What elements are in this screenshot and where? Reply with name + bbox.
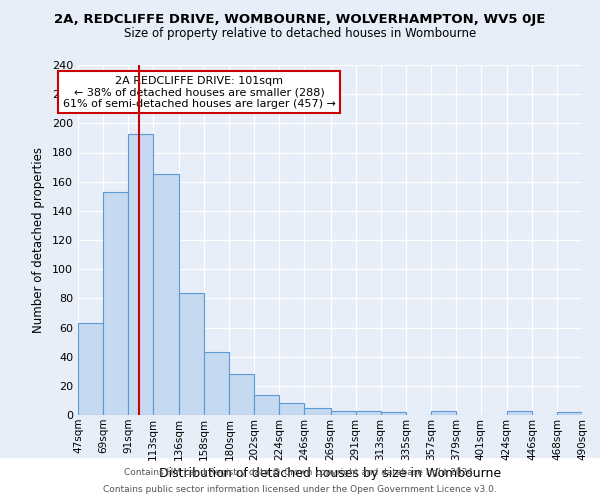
Bar [204,352,229,415]
Bar [78,323,103,415]
Bar [254,394,280,415]
Text: 2A REDCLIFFE DRIVE: 101sqm
← 38% of detached houses are smaller (288)
61% of sem: 2A REDCLIFFE DRIVE: 101sqm ← 38% of deta… [62,76,335,108]
Text: 2A, REDCLIFFE DRIVE, WOMBOURNE, WOLVERHAMPTON, WV5 0JE: 2A, REDCLIFFE DRIVE, WOMBOURNE, WOLVERHA… [55,12,545,26]
Bar [280,404,304,415]
Bar [153,174,179,415]
Bar [103,192,128,415]
Bar [229,374,254,415]
Bar [331,410,356,415]
Bar [380,412,406,415]
Bar [179,292,204,415]
Bar [507,410,532,415]
Text: Contains public sector information licensed under the Open Government Licence v3: Contains public sector information licen… [103,484,497,494]
Bar [128,134,153,415]
Text: Contains HM Land Registry data © Crown copyright and database right 2024.: Contains HM Land Registry data © Crown c… [124,468,476,477]
Y-axis label: Number of detached properties: Number of detached properties [32,147,45,333]
Bar [304,408,331,415]
X-axis label: Distribution of detached houses by size in Wombourne: Distribution of detached houses by size … [159,467,501,480]
Text: Size of property relative to detached houses in Wombourne: Size of property relative to detached ho… [124,28,476,40]
Bar [431,410,456,415]
Bar [557,412,582,415]
Bar [356,410,380,415]
